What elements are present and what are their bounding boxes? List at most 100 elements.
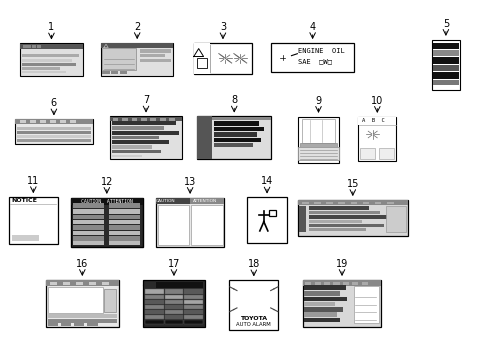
Bar — [109, 215, 140, 219]
Bar — [156, 198, 190, 204]
Bar — [102, 71, 110, 74]
Bar — [111, 71, 119, 74]
Bar — [102, 282, 109, 285]
Bar — [48, 314, 117, 318]
Bar — [214, 127, 264, 131]
Circle shape — [143, 281, 154, 289]
Bar — [87, 323, 98, 326]
Bar — [131, 118, 137, 121]
Bar — [23, 45, 26, 48]
Bar — [305, 282, 312, 285]
Bar — [60, 120, 66, 123]
Bar — [109, 241, 140, 245]
Bar — [156, 282, 203, 288]
Bar — [433, 80, 459, 85]
Bar — [109, 237, 140, 241]
Text: SAE  □W□: SAE □W□ — [298, 58, 332, 64]
Text: 16: 16 — [76, 259, 89, 269]
Text: 7: 7 — [143, 95, 149, 105]
Bar — [89, 282, 96, 285]
Bar — [22, 63, 75, 66]
Text: 12: 12 — [100, 177, 113, 187]
Bar — [17, 131, 91, 134]
Bar — [112, 154, 143, 157]
Bar — [73, 231, 104, 235]
Bar — [190, 198, 224, 204]
Text: 2: 2 — [134, 22, 140, 32]
Bar — [184, 300, 203, 304]
Bar — [352, 282, 359, 285]
Bar — [110, 116, 182, 159]
Text: A  B  C: A B C — [362, 118, 385, 123]
Bar — [48, 323, 58, 326]
Bar — [15, 119, 93, 144]
Bar — [165, 294, 183, 299]
Bar — [76, 282, 83, 285]
Bar — [73, 241, 104, 245]
Text: TOYOTA: TOYOTA — [240, 316, 268, 321]
Bar — [110, 117, 182, 121]
Bar — [247, 197, 287, 243]
Bar — [297, 200, 408, 236]
Bar — [112, 145, 152, 149]
Text: ATTENTION: ATTENTION — [193, 199, 217, 203]
Bar — [297, 200, 408, 205]
Bar — [20, 44, 83, 49]
Circle shape — [362, 300, 372, 307]
Bar — [302, 120, 335, 143]
Bar — [112, 150, 161, 153]
Bar — [379, 148, 394, 159]
Text: 18: 18 — [248, 259, 260, 269]
Bar — [50, 120, 56, 123]
Bar — [299, 206, 307, 232]
Bar — [71, 198, 143, 204]
Bar — [109, 220, 140, 225]
Bar — [112, 136, 159, 139]
Text: ENGINE  OIL: ENGINE OIL — [298, 48, 345, 54]
Bar — [197, 117, 271, 120]
Bar — [303, 280, 381, 286]
Bar — [165, 289, 183, 294]
Bar — [197, 116, 271, 159]
Bar — [113, 118, 119, 121]
Bar — [73, 237, 104, 241]
Text: 10: 10 — [371, 96, 384, 106]
Bar — [17, 139, 91, 142]
Bar — [12, 235, 39, 241]
Bar — [184, 320, 203, 324]
Bar — [20, 120, 26, 123]
Text: 11: 11 — [27, 176, 39, 186]
Text: 9: 9 — [316, 96, 321, 106]
Bar — [9, 197, 58, 244]
Bar — [73, 215, 104, 219]
Text: 15: 15 — [346, 179, 359, 189]
Bar — [304, 285, 346, 290]
Bar — [141, 118, 147, 121]
Bar — [165, 310, 183, 314]
Bar — [197, 116, 212, 159]
Text: CAUTION  ATTENTION: CAUTION ATTENTION — [81, 199, 133, 204]
Bar — [37, 45, 41, 48]
Bar — [49, 282, 57, 285]
Bar — [22, 59, 73, 62]
Bar — [112, 131, 179, 135]
Bar — [433, 42, 459, 49]
Bar — [304, 312, 337, 317]
Bar — [73, 225, 104, 230]
Bar — [140, 49, 171, 53]
Bar — [109, 225, 140, 230]
Bar — [122, 118, 128, 121]
Bar — [303, 280, 381, 327]
Polygon shape — [159, 212, 183, 243]
Text: 19: 19 — [336, 259, 348, 269]
Bar — [145, 315, 164, 319]
Bar — [143, 280, 205, 327]
Text: 6: 6 — [51, 98, 57, 108]
Bar — [433, 72, 459, 79]
Bar — [22, 71, 66, 73]
Bar — [156, 198, 224, 247]
Bar — [386, 206, 406, 232]
Bar — [271, 43, 354, 72]
Bar — [27, 45, 31, 48]
Bar — [354, 286, 379, 323]
